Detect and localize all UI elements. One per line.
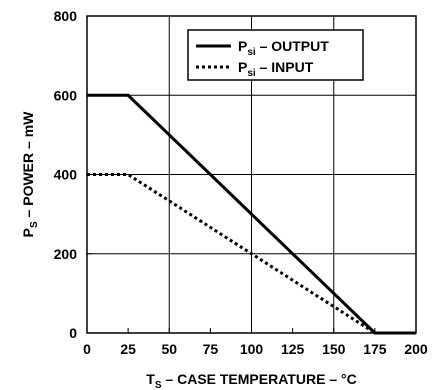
y-axis-title: PS – POWER – mW xyxy=(20,111,40,237)
x-tick-label: 125 xyxy=(281,341,305,357)
x-axis-title: TS – CASE TEMPERATURE – °C xyxy=(146,371,356,390)
y-tick-label: 600 xyxy=(54,87,78,103)
x-tick-label: 150 xyxy=(322,341,346,357)
x-tick-label: 200 xyxy=(404,341,428,357)
y-tick-label: 400 xyxy=(54,167,78,183)
x-tick-label: 25 xyxy=(120,341,136,357)
legend-box xyxy=(187,29,364,81)
x-tick-label: 175 xyxy=(363,341,387,357)
x-tick-label: 75 xyxy=(203,341,219,357)
x-tick-label: 100 xyxy=(240,341,264,357)
series-line-input xyxy=(87,173,416,335)
y-tick-label: 800 xyxy=(54,8,78,24)
legend-label: Psi – OUTPUT xyxy=(238,38,329,58)
legend-label: Psi – INPUT xyxy=(238,59,314,79)
x-tick-label: 50 xyxy=(161,341,177,357)
y-tick-label: 0 xyxy=(69,325,77,341)
y-tick-label: 200 xyxy=(54,246,78,262)
x-tick-label: 0 xyxy=(83,341,91,357)
